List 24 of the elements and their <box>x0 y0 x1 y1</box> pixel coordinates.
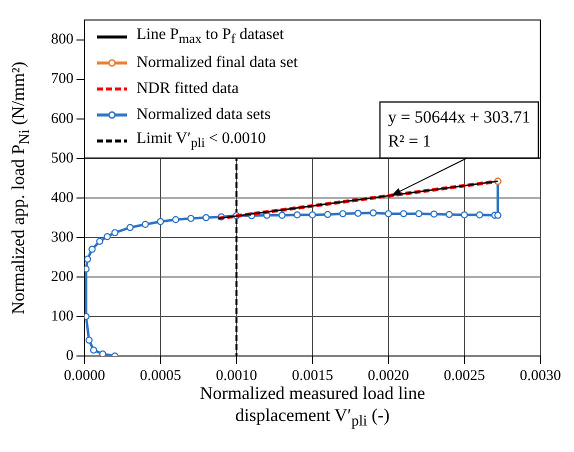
y-tick-label: 200 <box>51 268 74 285</box>
y-tick-label: 700 <box>51 71 74 88</box>
x-tick-label: 0.0015 <box>292 368 334 384</box>
x-tick-label: 0.0005 <box>140 368 182 384</box>
y-tick-label: 300 <box>51 229 74 246</box>
y-tick-label: 600 <box>51 110 74 127</box>
y-tick-label: 400 <box>51 190 74 206</box>
y-tick-label: 100 <box>51 308 74 324</box>
y-tick-label: 500 <box>51 150 74 166</box>
x-axis-title: Normalized measured load line displacement V′$_{pli}$ (-) <box>198 382 426 432</box>
ref-line-label: Limit V′$_{pli}$ < 0.0010 <box>136 130 266 152</box>
y-tick-label: 800 <box>51 32 74 48</box>
y-tick-label: 0 <box>66 348 74 364</box>
annotation: y = 50644x + 303.71 <box>388 107 530 126</box>
legend-label: Line P$_{max}$ to P$_{f}$ dataset <box>136 26 284 48</box>
legend-label: NDR fitted data <box>136 80 239 98</box>
x-tick-label: 0.0030 <box>520 368 561 384</box>
annotation: R² = 1 <box>388 131 431 150</box>
x-tick-label: 0.0025 <box>444 368 486 384</box>
x-tick-label: 0.0010 <box>216 368 258 384</box>
x-tick-label: 0.0000 <box>64 368 106 384</box>
legend-label: Normalized final data set <box>136 54 298 72</box>
x-tick-label: 0.0020 <box>368 368 410 384</box>
legend-label: Normalized data sets <box>136 106 271 124</box>
